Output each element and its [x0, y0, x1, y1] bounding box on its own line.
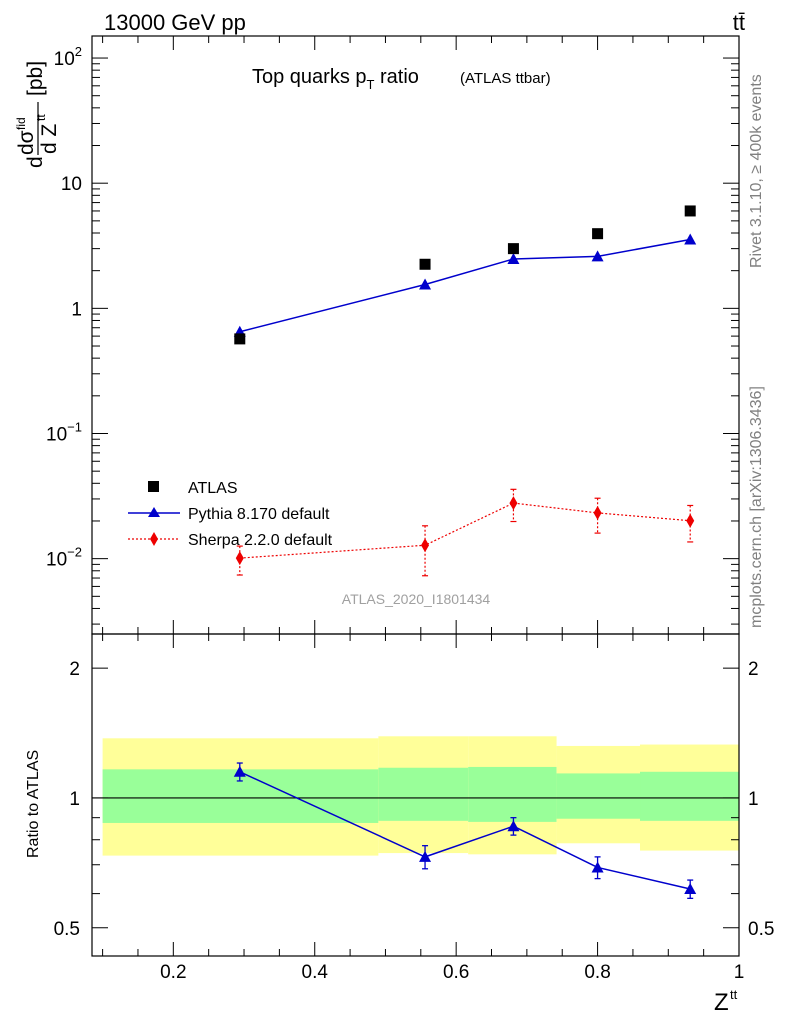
- legend-label-sherpa: Sherpa 2.2.0 default: [188, 532, 333, 549]
- point-pythia: [419, 278, 432, 290]
- legend-marker-atlas: [148, 481, 159, 492]
- y-tick-label: 10−2: [46, 545, 82, 571]
- uncertainty-band-green: [556, 773, 641, 819]
- y-axis-label: d dσ fid d Z tt [pb]: [14, 61, 61, 168]
- point-sherpa: [593, 505, 602, 520]
- ratio-point-pythia: [591, 861, 604, 873]
- uncertainty-band-green: [102, 769, 379, 823]
- mcplots-label: mcplots.cern.ch [arXiv:1306.3436]: [748, 386, 765, 628]
- legend: ATLAS Pythia 8.170 default Sherpa 2.2.0 …: [128, 480, 333, 549]
- ratio-y-tick-label: 2: [69, 659, 80, 680]
- legend-label-pythia: Pythia 8.170 default: [188, 506, 330, 523]
- svg-text:d Z: d Z: [38, 123, 61, 154]
- point-pythia: [684, 233, 697, 245]
- ratio-point-pythia: [419, 850, 432, 862]
- point-sherpa: [686, 513, 695, 528]
- x-tick-label: 0.2: [160, 962, 186, 983]
- ratio-y-tick-label-right: 2: [748, 659, 759, 680]
- analysis-id: ATLAS_2020_I1801434: [342, 591, 491, 607]
- point-sherpa: [235, 551, 244, 566]
- point-sherpa: [509, 496, 518, 511]
- uncertainty-band-green: [468, 766, 557, 822]
- y-tick-label: 102: [54, 44, 82, 70]
- x-tick-label: 0.4: [302, 962, 329, 983]
- energy-label: 13000 GeV pp: [104, 10, 246, 35]
- svg-text:dσ: dσ: [15, 130, 38, 155]
- x-tick-label: 1: [734, 962, 745, 983]
- y-tick-label: 10: [61, 174, 82, 195]
- point-atlas: [419, 258, 431, 270]
- legend-marker-pythia: [148, 507, 160, 517]
- point-atlas: [684, 205, 696, 217]
- legend-label-atlas: ATLAS: [188, 480, 238, 497]
- svg-text:[pb]: [pb]: [24, 61, 47, 96]
- ratio-point-pythia: [684, 882, 697, 894]
- uncertainty-band-green: [640, 771, 739, 821]
- svg-text:Z: Z: [714, 989, 729, 1016]
- rivet-label: Rivet 3.1.10, ≥ 400k events: [748, 74, 765, 268]
- y-tick-label: 10−1: [46, 419, 82, 445]
- ratio-y-tick-label-right: 0.5: [748, 919, 774, 940]
- svg-text:tt: tt: [730, 987, 738, 1002]
- ratio-point-pythia: [507, 820, 520, 832]
- ratio-y-label: Ratio to ATLAS: [25, 750, 42, 858]
- point-sherpa: [421, 538, 430, 553]
- svg-text:d: d: [24, 156, 47, 168]
- legend-marker-sherpa: [150, 532, 158, 546]
- point-atlas: [234, 333, 246, 345]
- main-plot-panel: 102 10 1 10−1 10−2 Top quarks pT ratio (ATLA…: [14, 35, 740, 635]
- plot-title: Top quarks pT ratio: [252, 66, 419, 92]
- point-atlas: [592, 228, 604, 240]
- svg-text:fid: fid: [14, 117, 28, 130]
- y-tick-label: 1: [71, 299, 82, 320]
- x-tick-label: 0.8: [584, 962, 610, 983]
- ratio-y-tick-label-right: 1: [748, 789, 759, 810]
- point-pythia: [507, 252, 520, 264]
- plot-title-small: (ATLAS ttbar): [460, 70, 551, 87]
- svg-text:tt: tt: [34, 114, 48, 121]
- ratio-y-tick-label: 0.5: [54, 919, 80, 940]
- series-line-pythia: [239, 238, 691, 333]
- x-axis-label: Z tt: [714, 987, 738, 1016]
- process-label: tt̄: [733, 10, 745, 35]
- ratio-y-tick-label: 1: [69, 789, 80, 810]
- uncertainty-band-green: [378, 767, 469, 821]
- x-tick-label: 0.6: [443, 962, 469, 983]
- point-pythia: [591, 250, 604, 262]
- point-atlas: [507, 243, 519, 255]
- ratio-plot-panel: 0.2 0.4 0.6 0.8 1 0.5 0.5 1 1 2 2 Ratio to ATLAS Z…: [25, 633, 774, 1016]
- ratio-plot-frame: [91, 633, 740, 957]
- ratio-point-pythia: [233, 765, 246, 777]
